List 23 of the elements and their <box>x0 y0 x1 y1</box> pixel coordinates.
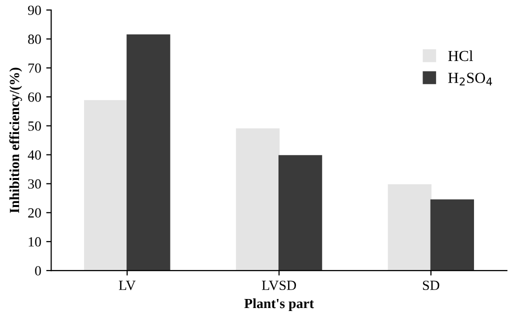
y-tick-label: 0 <box>35 266 41 276</box>
y-tick-label: 60 <box>28 92 41 102</box>
y-tick-label: 90 <box>28 6 41 15</box>
bar <box>126 34 170 271</box>
y-tick-label: 20 <box>28 208 41 218</box>
x-tick-label: LV <box>118 280 136 290</box>
y-tick-label: 70 <box>28 63 41 73</box>
y-tick-label: 80 <box>28 34 41 44</box>
y-tick-label: 30 <box>28 179 41 189</box>
bar <box>236 128 280 271</box>
y-tick-label: 40 <box>28 150 41 160</box>
x-axis-title: Plant's part <box>244 298 314 312</box>
bar <box>278 155 322 271</box>
y-tick-label: 10 <box>28 237 41 247</box>
x-tick-label: LVSD <box>262 280 296 290</box>
y-tick-label: 50 <box>28 121 41 131</box>
legend-label: H$_{2}$SO$_{4}$ <box>448 72 492 86</box>
bar <box>388 184 432 271</box>
legend-label: HCl <box>448 50 473 62</box>
bar <box>84 100 128 271</box>
x-tick-label: SD <box>422 280 440 290</box>
y-axis-title: Inhibition efficiency/(%) <box>9 68 22 213</box>
bar <box>430 199 474 271</box>
